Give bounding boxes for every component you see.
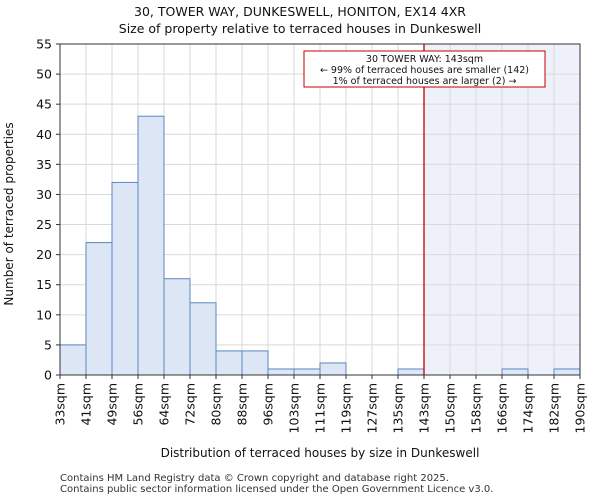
x-tick-label: 64sqm <box>157 383 172 426</box>
x-tick-label: 111sqm <box>313 383 328 433</box>
histogram-bar <box>111 181 139 376</box>
x-tick-label: 166sqm <box>495 383 510 433</box>
y-tick-label: 5 <box>44 337 52 352</box>
histogram-bar <box>163 278 191 376</box>
histogram-bar <box>553 368 581 376</box>
annotation-line: ← 99% of terraced houses are smaller (14… <box>320 65 529 76</box>
y-tick-label: 10 <box>36 307 52 322</box>
attribution-footer: Contains HM Land Registry data © Crown c… <box>60 473 493 495</box>
x-tick-label: 190sqm <box>573 383 588 433</box>
histogram-bar <box>241 350 269 376</box>
annotation-box <box>303 50 546 88</box>
x-tick-label: 41sqm <box>79 383 94 426</box>
x-tick-label: 143sqm <box>417 383 432 433</box>
x-tick-label: 119sqm <box>339 383 354 433</box>
histogram-bar <box>85 242 113 376</box>
x-tick-label: 96sqm <box>261 383 276 426</box>
x-tick-label: 127sqm <box>365 383 380 433</box>
x-tick-label: 56sqm <box>131 383 146 426</box>
y-tick-label: 20 <box>36 247 52 262</box>
x-tick-label: 158sqm <box>469 383 484 433</box>
histogram-bar <box>293 368 321 376</box>
x-tick-label: 80sqm <box>209 383 224 426</box>
y-tick-label: 45 <box>36 97 52 112</box>
x-tick-label: 182sqm <box>547 383 562 433</box>
histogram-chart: 0 5 10 15 20 25 30 35 40 45 50 55 33sqm 41sqm 49sqm 56s… <box>2 37 588 461</box>
histogram-bar <box>267 368 295 376</box>
y-tick-label: 55 <box>36 37 52 52</box>
y-tick-label: 25 <box>36 217 52 232</box>
y-tick-label: 15 <box>36 277 52 292</box>
x-tick-label: 150sqm <box>443 383 458 433</box>
histogram-bar <box>59 344 87 376</box>
histogram-bar <box>397 368 425 376</box>
histogram-bar <box>137 115 165 376</box>
footer-line-1: Contains HM Land Registry data © Crown c… <box>60 473 449 484</box>
x-axis-label: Distribution of terraced houses by size … <box>161 446 480 460</box>
x-tick-label: 49sqm <box>105 383 120 426</box>
annotation-line: 1% of terraced houses are larger (2) → <box>333 76 517 87</box>
annotation-line: 30 TOWER WAY: 143sqm <box>366 54 483 65</box>
y-tick-label: 40 <box>36 127 52 142</box>
chart-title-block: 30, TOWER WAY, DUNKESWELL, HONITON, EX14… <box>0 3 600 37</box>
x-tick-label: 135sqm <box>391 383 406 433</box>
histogram-bar <box>501 368 529 376</box>
y-axis-label: Number of terraced properties <box>2 122 16 305</box>
y-tick-label: 50 <box>36 67 52 82</box>
y-tick-label: 0 <box>44 368 52 383</box>
x-tick-label: 72sqm <box>183 383 198 426</box>
histogram-bar <box>215 350 243 376</box>
chart-title: 30, TOWER WAY, DUNKESWELL, HONITON, EX14… <box>134 4 466 19</box>
x-tick-label: 88sqm <box>235 383 250 426</box>
x-tick-label: 103sqm <box>287 383 302 433</box>
chart-subtitle: Size of property relative to terraced ho… <box>118 21 482 36</box>
y-tick-label: 30 <box>36 187 52 202</box>
x-tick-label: 174sqm <box>521 383 536 433</box>
x-tick-label: 33sqm <box>53 383 68 426</box>
y-tick-label: 35 <box>36 157 52 172</box>
histogram-bar <box>189 302 217 376</box>
footer-line-2: Contains public sector information licen… <box>60 484 494 495</box>
histogram-bar <box>319 362 347 376</box>
